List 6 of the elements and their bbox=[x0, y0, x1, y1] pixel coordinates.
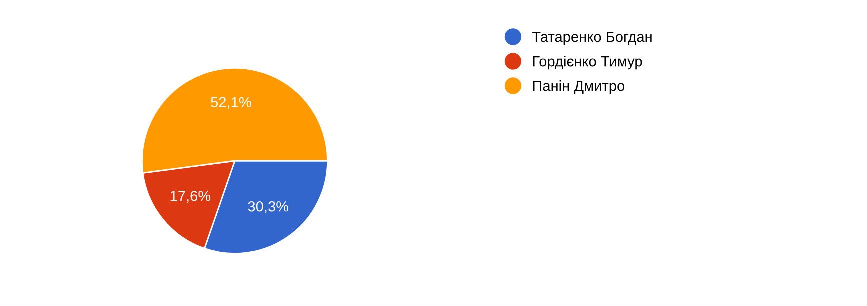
legend-label: Панін Дмитро bbox=[533, 80, 625, 94]
data-label: 17,6% bbox=[170, 190, 211, 204]
legend-label: Гордієнко Тимур bbox=[533, 56, 642, 70]
data-label: 52,1% bbox=[211, 97, 252, 110]
data-label: 30,3% bbox=[248, 201, 289, 214]
legend-label: Татаренко Богдан bbox=[532, 32, 652, 46]
